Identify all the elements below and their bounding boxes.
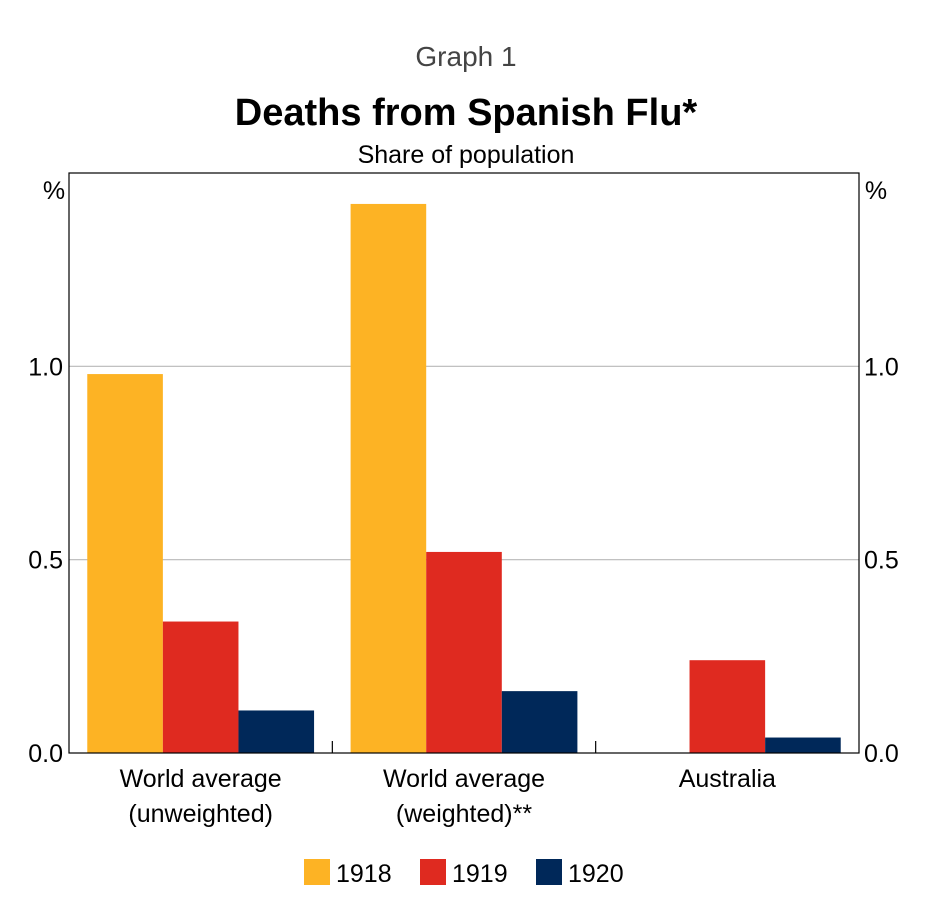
legend-swatch-1919 [420, 859, 446, 885]
bar-1919-category-0 [162, 621, 239, 753]
bar-1919-category-1 [426, 551, 502, 753]
x-category-label-1-line-0: World average [383, 765, 545, 793]
x-category-label-2-line-0: Australia [679, 765, 776, 793]
bar-1918-category-1 [350, 203, 427, 753]
legend-label-1920: 1920 [568, 860, 624, 888]
legend-label-1918: 1918 [336, 860, 392, 888]
left-y-tick-label-1: 0.5 [28, 547, 63, 575]
legend-label-1919: 1919 [452, 860, 508, 888]
legend-swatch-1918 [304, 859, 330, 885]
axes [68, 172, 860, 754]
x-category-label-0-line-1: (unweighted) [128, 800, 273, 828]
legend: 1918 1919 1920 [304, 859, 624, 888]
y-axis-ticks: 0.0 0.0 0.5 0.5 1.0 1.0 [28, 353, 899, 768]
x-axis-categories: World average (unweighted) World average (w… [120, 765, 776, 828]
x-category-label-0-line-0: World average [120, 765, 282, 793]
bar-1920-category-2 [765, 737, 841, 753]
chart-subtitle: Share of population [358, 141, 575, 169]
left-y-tick-label-0: 0.0 [28, 740, 63, 768]
bar-1920-category-1 [501, 691, 578, 753]
bar-1918-category-0 [87, 374, 163, 753]
legend-swatch-1920 [536, 859, 562, 885]
right-y-tick-label-1: 0.5 [864, 547, 899, 575]
plot-frame [68, 172, 860, 754]
right-y-tick-label-2: 1.0 [864, 353, 899, 381]
bar-series [87, 203, 841, 753]
left-y-tick-label-2: 1.0 [28, 353, 63, 381]
bar-1919-category-2 [689, 660, 766, 753]
right-axis-unit: % [865, 177, 887, 205]
right-y-tick-label-0: 0.0 [864, 740, 899, 768]
gridlines [69, 365, 859, 561]
bar-1920-category-0 [238, 710, 315, 753]
x-category-label-1-line-1: (weighted)** [396, 800, 532, 828]
graph-number: Graph 1 [415, 41, 516, 72]
chart-title: Deaths from Spanish Flu* [235, 92, 698, 134]
left-axis-unit: % [43, 177, 65, 205]
